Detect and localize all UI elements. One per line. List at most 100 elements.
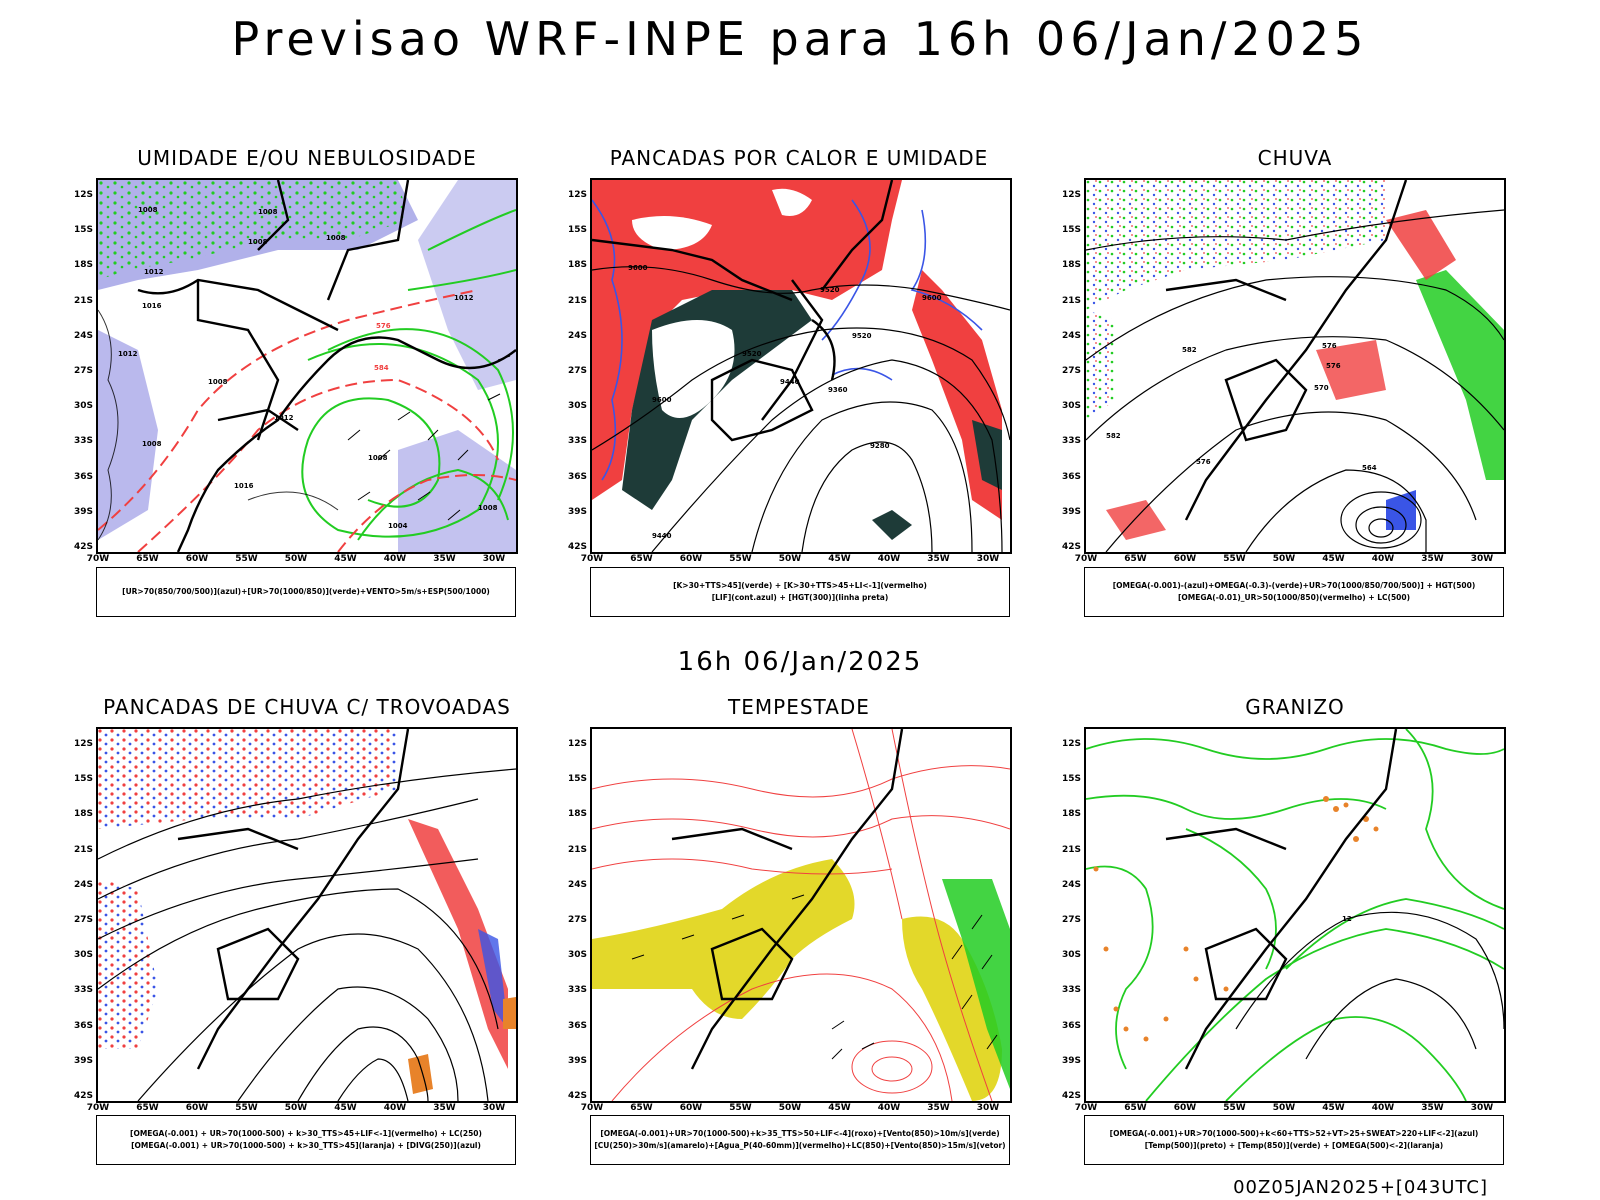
lat-tick-label: 12S	[1061, 739, 1081, 749]
lon-tick-label: 45W	[1322, 1103, 1345, 1113]
lon-tick-label: 30W	[976, 1103, 1000, 1113]
lat-tick-label: 24S	[1061, 330, 1081, 341]
lon-tick-label: 35W	[1421, 1103, 1444, 1113]
legend-tempestade: [OMEGA(-0.001)+UR>70(1000-500)+k>35_TTS>…	[590, 1115, 1010, 1165]
panel-title-tempestade: TEMPESTADE	[728, 695, 870, 719]
lon-tick-label: 45W	[1322, 554, 1345, 564]
legend-line: [OMEGA(-0.001)-(azul)+OMEGA(-0.3)-(verde…	[1112, 581, 1476, 590]
lon-tick-label: 45W	[334, 1103, 357, 1113]
lat-tick-label: 42S	[567, 542, 587, 552]
contour-label: 576	[1326, 362, 1341, 370]
lat-tick-label: 33S	[1061, 436, 1081, 447]
lon-tick-label: 65W	[1124, 1103, 1147, 1113]
contour-label: 12	[1342, 915, 1352, 923]
lat-tick-label: 18S	[567, 809, 587, 820]
lon-tick-label: 65W	[630, 1103, 653, 1113]
lat-tick-label: 39S	[567, 506, 587, 517]
lat-tick-label: 21S	[73, 295, 93, 306]
lon-tick-label: 55W	[729, 1103, 752, 1113]
lat-tick-label: 33S	[73, 436, 93, 447]
lon-tick-label: 70W	[580, 1103, 604, 1113]
contour-label: 9440	[780, 378, 800, 386]
map-trovoadas[interactable]	[96, 727, 518, 1103]
lon-tick-label: 50W	[284, 1103, 308, 1113]
panel-title-pancadas-calor: PANCADAS POR CALOR E UMIDADE	[609, 146, 989, 170]
lon-tick-label: 50W	[1272, 1103, 1296, 1113]
lon-tick-label: 35W	[433, 1103, 456, 1113]
contour-label: 9600	[652, 396, 672, 404]
lon-tick-label: 60W	[1173, 554, 1197, 564]
lat-tick-label: 18S	[73, 809, 93, 820]
contour-label: 584	[374, 364, 389, 372]
lat-tick-label: 12S	[73, 190, 93, 200]
map-tempestade[interactable]	[590, 727, 1012, 1103]
contour-label: 9600	[922, 294, 942, 302]
contour-label: 9520	[820, 286, 840, 294]
map-chuva[interactable]: 582 576 570 564 582 576 576	[1084, 178, 1506, 554]
legend-line: [OMEGA(-0.001) + UR>70(1000-500) + k>30_…	[131, 1141, 481, 1150]
lon-tick-label: 40W	[877, 1103, 901, 1113]
lon-tick-label: 45W	[828, 554, 851, 564]
lon-tick-label: 60W	[679, 554, 703, 564]
contour-label: 1012	[454, 294, 474, 302]
lon-tick-label: 55W	[235, 554, 258, 564]
lon-tick-label: 35W	[1421, 554, 1444, 564]
legend-pancadas-calor: [K>30+TTS>45](verde) + [K>30+TTS>45+LI<-…	[590, 567, 1010, 617]
lat-tick-label: 36S	[73, 1020, 93, 1031]
lat-tick-label: 15S	[73, 774, 93, 785]
lon-tick-label: 50W	[778, 554, 802, 564]
lat-tick-label: 21S	[73, 844, 93, 855]
lon-tick-label: 65W	[136, 1103, 159, 1113]
lon-tick-label: 40W	[383, 554, 407, 564]
lat-tick-label: 15S	[1061, 225, 1081, 236]
lat-tick-label: 12S	[567, 190, 587, 200]
lat-tick-label: 30S	[73, 401, 93, 412]
lat-tick-label: 15S	[567, 774, 587, 785]
legend-line: [CU(250)>30m/s](amarelo)+[Agua_P(40-60mm…	[594, 1141, 1006, 1150]
lat-tick-label: 21S	[1061, 295, 1081, 306]
lon-tick-label: 30W	[976, 554, 1000, 564]
contour-label: 1008	[248, 238, 268, 246]
lon-tick-label: 65W	[1124, 554, 1147, 564]
lat-tick-label: 12S	[73, 739, 93, 749]
lat-tick-label: 24S	[73, 330, 93, 341]
lat-tick-label: 42S	[567, 1091, 587, 1101]
lon-tick-label: 65W	[136, 554, 159, 564]
lat-tick-label: 27S	[1061, 915, 1081, 925]
map-pancadas-calor[interactable]: 9600 9520 9600 9440 9360 9280 9520 9600 …	[590, 178, 1012, 554]
lat-tick-label: 30S	[73, 950, 93, 961]
lat-tick-label: 24S	[567, 879, 587, 890]
contour-label: 1012	[118, 350, 138, 358]
contour-label: 9360	[828, 386, 848, 394]
lat-tick-label: 30S	[1061, 401, 1081, 412]
lon-tick-label: 60W	[185, 554, 209, 564]
lat-tick-label: 36S	[73, 471, 93, 482]
contour-label: 570	[1314, 384, 1329, 392]
lat-tick-label: 33S	[1061, 985, 1081, 996]
contour-label: 576	[376, 322, 391, 330]
lat-tick-label: 27S	[1061, 366, 1081, 376]
map-umidade[interactable]: 1008 1008 1008 1008 1012 1016 1012 1008 …	[96, 178, 518, 554]
lat-tick-label: 30S	[1061, 950, 1081, 961]
lon-tick-label: 55W	[1223, 1103, 1246, 1113]
legend-granizo: [OMEGA(-0.001)+UR>70(1000-500)+k<60+TTS>…	[1084, 1115, 1504, 1165]
lat-tick-label: 33S	[567, 985, 587, 996]
legend-line: [OMEGA(-0.001)+UR>70(1000-500)+k>35_TTS>…	[600, 1129, 1000, 1138]
panel-title-trovoadas: PANCADAS DE CHUVA C/ TROVOADAS	[103, 695, 511, 719]
lon-tick-label: 50W	[1272, 554, 1296, 564]
lon-tick-label: 60W	[679, 1103, 703, 1113]
contour-label: 9280	[870, 442, 890, 450]
lon-tick-label: 70W	[1074, 1103, 1098, 1113]
legend-line: [LIF](cont.azul) + [HGT(300)](linha pret…	[711, 593, 889, 602]
contour-label: 1016	[142, 302, 162, 310]
lon-tick-label: 30W	[1470, 1103, 1494, 1113]
lat-tick-label: 30S	[567, 401, 587, 412]
panel-title-umidade: UMIDADE E/OU NEBULOSIDADE	[137, 146, 477, 170]
lat-tick-label: 39S	[1061, 506, 1081, 517]
lat-tick-label: 24S	[73, 879, 93, 890]
lat-tick-label: 27S	[73, 915, 93, 925]
lat-tick-label: 42S	[73, 542, 93, 552]
lat-tick-label: 30S	[567, 950, 587, 961]
lat-tick-label: 24S	[567, 330, 587, 341]
map-granizo[interactable]: 12	[1084, 727, 1506, 1103]
